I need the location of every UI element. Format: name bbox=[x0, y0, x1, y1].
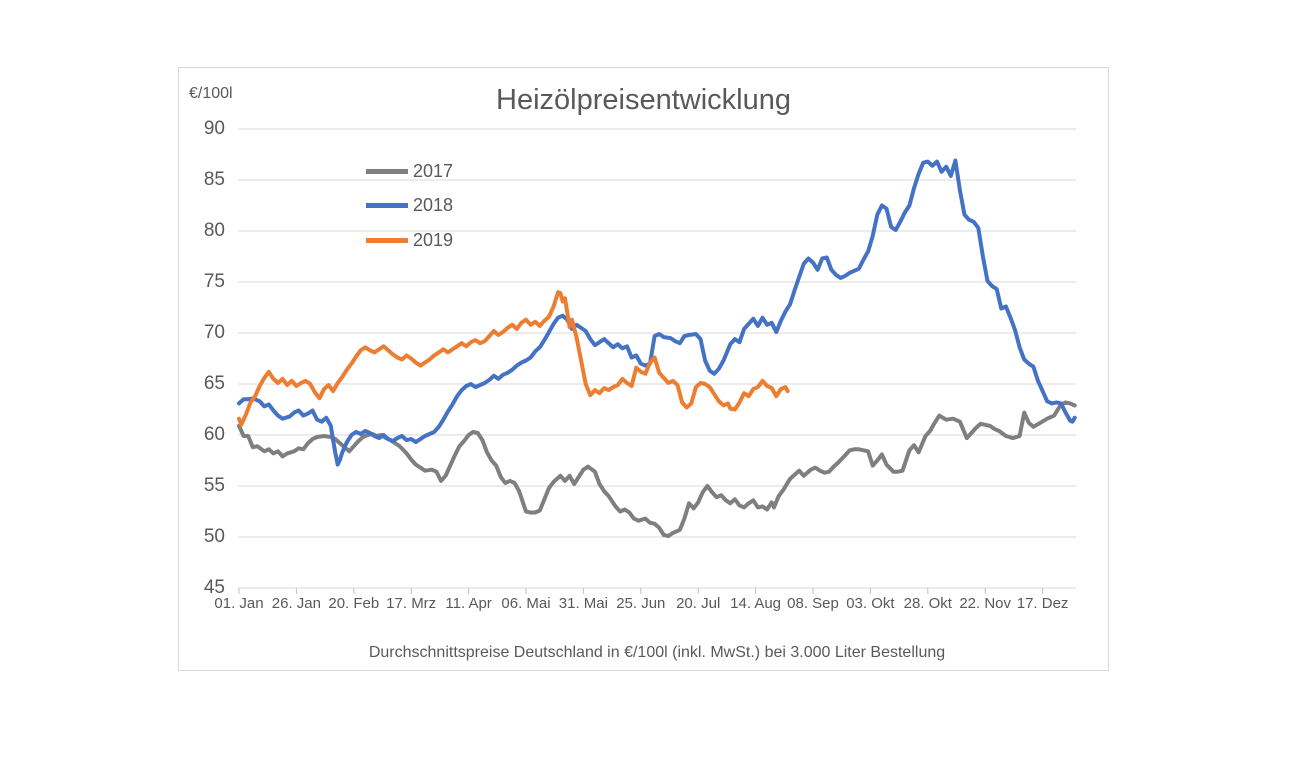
x-axis-label-06-Mai: 06. Mai bbox=[501, 595, 551, 612]
series-line-2018[interactable] bbox=[237, 158, 1077, 467]
legend-label-2019: 2019 bbox=[413, 229, 454, 250]
legend-swatch-2018 bbox=[366, 203, 408, 209]
y-axis-label-65: 65 bbox=[203, 373, 225, 394]
legend-item-2019[interactable]: 2019 bbox=[366, 229, 453, 251]
x-axis-label-28-Okt: 28. Okt bbox=[903, 595, 952, 612]
y-axis-label-85: 85 bbox=[203, 169, 225, 190]
x-axis-label-31-Mai: 31. Mai bbox=[558, 595, 608, 612]
y-axis-label-75: 75 bbox=[203, 271, 225, 292]
y-axis-label-90: 90 bbox=[203, 118, 225, 139]
chart-container[interactable]: Heizölpreisentwicklung €/100l 90 85 80 75 70… bbox=[178, 67, 1109, 671]
legend-label-2017: 2017 bbox=[413, 160, 454, 181]
x-axis-label-20-Jul: 20. Jul bbox=[676, 595, 721, 612]
x-axis-label-25-Jun: 25. Jun bbox=[616, 595, 666, 612]
plot-area bbox=[237, 128, 1077, 594]
series-line-2019[interactable] bbox=[237, 290, 790, 427]
x-axis-label-17-Dez: 17. Dez bbox=[1016, 595, 1069, 612]
x-axis-label-03-Okt: 03. Okt bbox=[846, 595, 895, 612]
y-axis-unit-label: €/100l bbox=[189, 85, 233, 102]
x-axis-label-17-Mrz: 17. Mrz bbox=[386, 595, 437, 612]
y-axis-label-60: 60 bbox=[203, 424, 225, 445]
legend-label-2018: 2018 bbox=[413, 195, 454, 216]
legend-item-2017[interactable]: 2017 bbox=[366, 160, 453, 182]
series-line-2017[interactable] bbox=[237, 400, 1077, 538]
x-axis-label-26-Jan: 26. Jan bbox=[271, 595, 321, 612]
y-axis-label-55: 55 bbox=[203, 475, 225, 496]
x-axis-label-01-Jan: 01. Jan bbox=[214, 595, 264, 612]
y-axis-label-80: 80 bbox=[203, 220, 225, 241]
x-axis-label-11-Apr: 11. Apr bbox=[445, 595, 492, 612]
y-axis-label-50: 50 bbox=[203, 526, 225, 547]
y-axis-label-70: 70 bbox=[203, 322, 225, 343]
footnote: Durchschnittspreise Deutschland in €/100… bbox=[368, 644, 946, 661]
x-axis-label-22-Nov: 22. Nov bbox=[959, 595, 1012, 612]
x-axis-label-14-Aug: 14. Aug bbox=[730, 595, 782, 612]
legend-item-2018[interactable]: 2018 bbox=[366, 195, 453, 217]
legend-swatch-2019 bbox=[366, 237, 408, 243]
chart-title: Heizölpreisentwicklung bbox=[496, 84, 791, 116]
x-axis-label-08-Sep: 08. Sep bbox=[787, 595, 839, 612]
legend-swatch-2017 bbox=[366, 168, 408, 174]
x-axis-label-20-Feb: 20. Feb bbox=[328, 595, 380, 612]
y-axis-label-45: 45 bbox=[203, 577, 225, 598]
